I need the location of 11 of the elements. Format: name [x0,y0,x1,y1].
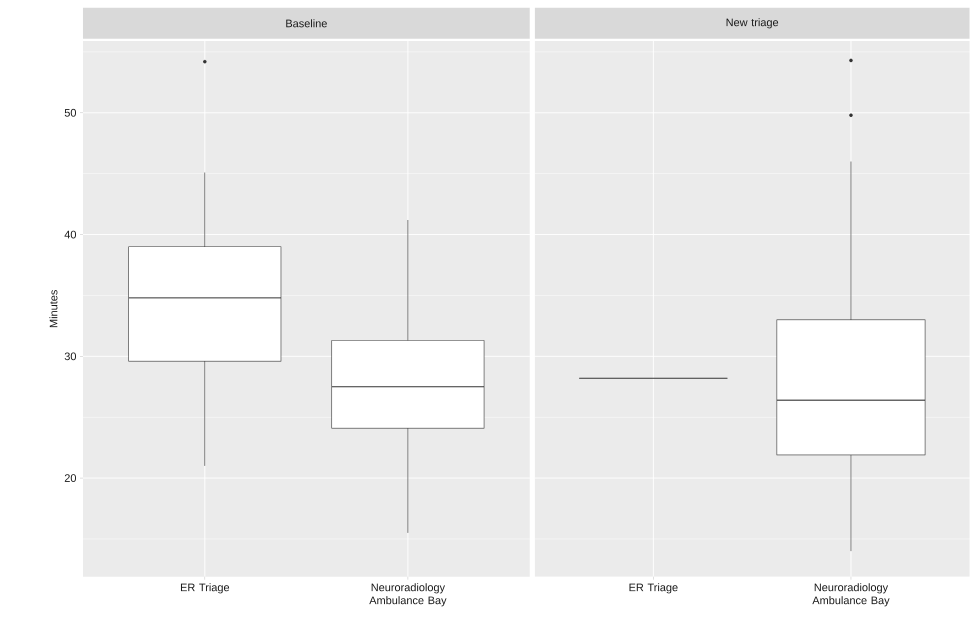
chart-title: New triage [726,18,778,29]
y-tick-label: 50 [64,109,76,117]
y-tick-label: 20 [64,474,76,482]
x-tick-label: ER Triage [180,583,230,594]
x-tick-label: ER Triage [629,583,678,594]
x-tick-label: Neuroradiology Ambulance Bay [812,583,890,607]
chart-title: Baseline [286,19,327,28]
y-axis-title: Minutes [49,290,58,328]
x-tick-label: Neuroradiology Ambulance Bay [369,583,447,607]
y-tick-label: 40 [64,230,76,239]
y-tick-label: 30 [64,352,76,360]
